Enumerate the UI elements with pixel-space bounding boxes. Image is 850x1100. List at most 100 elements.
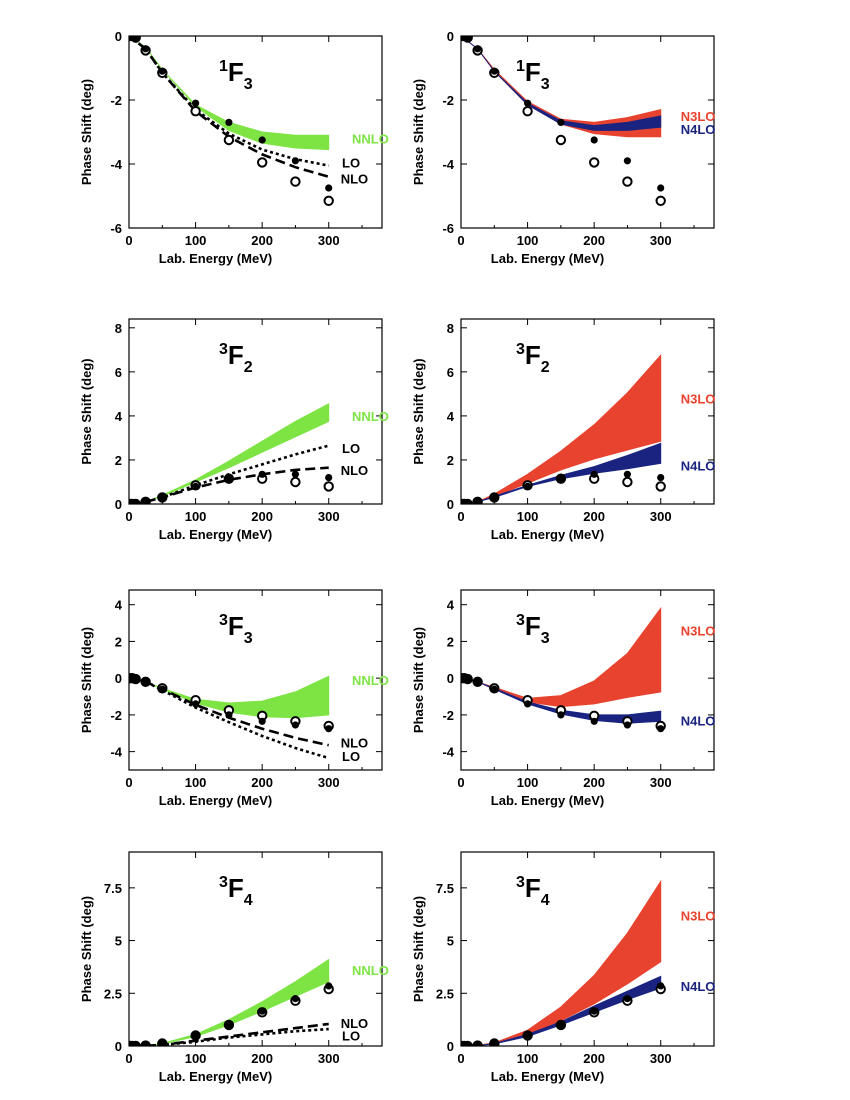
x-axis-label: Lab. Energy (MeV) (491, 793, 604, 808)
data-point-filled (142, 1042, 150, 1046)
wave-title-sup: 3 (516, 612, 525, 629)
data-point-filled (258, 1007, 266, 1015)
x-axis-label: Lab. Energy (MeV) (491, 251, 604, 266)
data-point-filled (192, 99, 200, 107)
data-point-filled (623, 995, 632, 1003)
wave-title: 3F3 (219, 611, 253, 647)
data-point-filled (258, 136, 266, 144)
x-tick-label: 300 (318, 1051, 340, 1066)
y-tick-label: 7.5 (436, 881, 454, 896)
data-point-filled (474, 1042, 482, 1046)
x-tick-label: 0 (457, 775, 464, 790)
wave-title-main: F (228, 57, 244, 87)
y-axis-label: Phase Shift (deg) (411, 358, 426, 464)
data-point-filled (657, 184, 665, 192)
data-point-filled (325, 184, 333, 192)
data-point-open (223, 134, 235, 146)
wave-title-main: F (228, 340, 244, 370)
panel-8: 0 100 200 300 0 2.5 5 7.5 Lab. Energy (MeV) Phase… (411, 851, 715, 1084)
data-point-filled (474, 678, 482, 686)
data-point-filled (158, 67, 166, 75)
y-tick-label: 0 (115, 497, 122, 512)
y-tick-label: -2 (442, 93, 454, 108)
panel-5: 0 100 200 300 -4 -2 0 2 4 Lab. Energy (MeV) Phase … (79, 589, 389, 808)
wave-title-sub: 4 (244, 892, 253, 909)
wave-title-sup: 3 (219, 341, 228, 358)
data-point-filled (158, 685, 166, 693)
x-tick-label: 200 (583, 233, 605, 248)
data-point-open (190, 106, 201, 117)
data-point-filled (657, 725, 665, 733)
y-tick-label: 5 (447, 934, 454, 949)
data-point-filled (490, 1039, 498, 1046)
panel-6: 0 100 200 300 -4 -2 0 2 4 Lab. Energy (MeV) Phase … (411, 589, 716, 808)
data-point-filled (464, 500, 472, 504)
y-axis-label: Phase Shift (deg) (411, 79, 426, 185)
data-point-filled (192, 482, 200, 490)
data-point-filled (291, 721, 299, 729)
y-tick-label: 8 (447, 321, 454, 336)
data-point-filled (490, 685, 498, 693)
x-tick-label: 100 (185, 775, 207, 790)
wave-title-sub: 3 (541, 630, 550, 647)
y-tick-label: 0 (115, 671, 122, 686)
data-point-open (622, 476, 633, 488)
data-point-filled (464, 1042, 472, 1046)
wave-title-sup: 3 (516, 341, 525, 358)
data-point-filled (557, 118, 565, 126)
data-point-filled (291, 995, 299, 1003)
wave-title-sub: 2 (541, 359, 550, 376)
y-tick-label: 0 (115, 29, 122, 44)
x-axis-label: Lab. Energy (MeV) (159, 1069, 272, 1084)
plot-area (461, 36, 666, 207)
data-point-filled (590, 470, 598, 478)
data-point-open (555, 134, 567, 146)
series-label-n4lo: N4LO (681, 458, 716, 473)
wave-title-sub: 3 (244, 76, 253, 93)
y-axis-label: Phase Shift (deg) (79, 358, 94, 464)
y-tick-label: 5 (115, 934, 122, 949)
x-tick-label: 200 (251, 1051, 273, 1066)
band-n4lo (461, 36, 662, 131)
data-point-filled (623, 721, 632, 729)
y-tick-label: -4 (110, 745, 122, 760)
data-point-filled (192, 1031, 200, 1040)
data-point-filled (325, 725, 333, 733)
series-label-nlo: NLO (341, 463, 368, 478)
data-point-open (622, 176, 633, 187)
data-point-open (323, 195, 334, 207)
data-point-filled (464, 36, 472, 42)
wave-title-sub: 4 (541, 892, 550, 909)
data-point-open (589, 157, 600, 168)
data-point-open (257, 157, 268, 168)
wave-title-main: F (525, 873, 541, 903)
y-tick-label: 6 (115, 365, 122, 380)
data-point-filled (590, 1007, 598, 1015)
y-tick-label: 0 (447, 497, 454, 512)
band-nnlo (129, 958, 330, 1046)
y-tick-label: 4 (115, 598, 123, 613)
data-point-filled (225, 1021, 233, 1029)
x-tick-label: 200 (583, 509, 605, 524)
band-nnlo (129, 36, 330, 151)
y-tick-label: -4 (442, 157, 454, 172)
wave-title: 3F2 (516, 340, 550, 376)
wave-title-sup: 3 (516, 874, 525, 891)
plot-area (461, 353, 666, 504)
data-point-filled (132, 36, 140, 42)
series-label-nnlo: NNLO (352, 673, 389, 688)
x-tick-label: 300 (318, 233, 340, 248)
x-axis-label: Lab. Energy (MeV) (491, 527, 604, 542)
band-nnlo (129, 402, 330, 504)
y-tick-label: -2 (110, 93, 122, 108)
x-tick-label: 100 (185, 509, 207, 524)
wave-title: 3F4 (516, 873, 550, 909)
x-tick-label: 0 (125, 509, 132, 524)
series-label-lo: LO (342, 749, 360, 764)
series-label-n4lo: N4LO (681, 122, 716, 137)
x-tick-label: 200 (251, 775, 273, 790)
data-point-filled (657, 474, 665, 482)
series-label-n4lo: N4LO (681, 713, 716, 728)
x-tick-label: 200 (583, 1051, 605, 1066)
series-label-nlo: NLO (341, 735, 368, 750)
